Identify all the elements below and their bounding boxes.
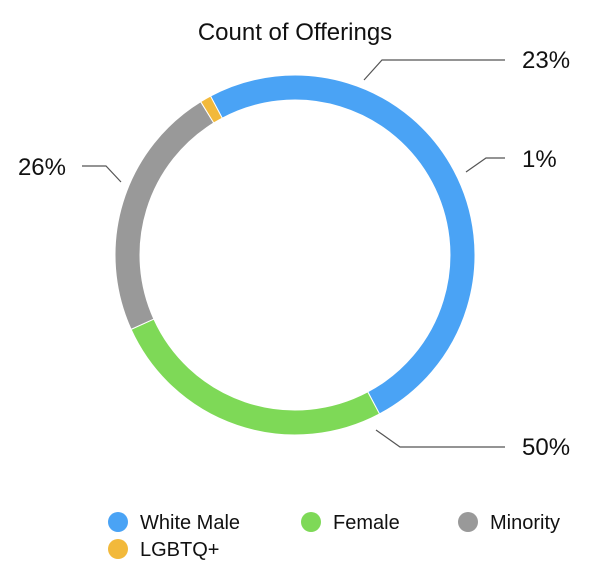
legend-swatch-female — [301, 512, 321, 532]
legend-label-white-male: White Male — [140, 512, 240, 534]
legend-swatch-lgbtqplus — [108, 539, 128, 559]
legend-item-white-male: White Male — [108, 512, 240, 534]
legend-item-lgbtqplus: LGBTQ+ — [108, 539, 219, 561]
chart-title: Count of Offerings — [198, 19, 392, 46]
legend-label-lgbtqplus: LGBTQ+ — [140, 539, 219, 561]
legend-swatch-white-male — [108, 512, 128, 532]
donut-slices — [114, 74, 476, 436]
slice-white-male — [209, 74, 476, 415]
legend-swatch-minority — [458, 512, 478, 532]
slice-female — [130, 318, 381, 436]
legend: White Male Female Minority LGBTQ+ — [108, 512, 560, 561]
legend-label-minority: Minority — [490, 512, 560, 534]
data-label-lgbtqplus: 1% — [522, 146, 557, 173]
legend-item-female: Female — [301, 512, 400, 534]
label-leader-lines — [82, 59, 505, 448]
percentage-labels: 50% 26% 23% 1% — [18, 47, 570, 461]
leader-line-lgbtqplus — [465, 157, 505, 173]
legend-label-female: Female — [333, 512, 400, 534]
data-label-female: 26% — [18, 154, 66, 181]
slice-minority — [114, 101, 215, 331]
leader-line-white-male — [375, 429, 505, 448]
data-label-white-male: 50% — [522, 434, 570, 461]
leader-line-minority — [363, 59, 505, 81]
data-label-minority: 23% — [522, 47, 570, 74]
leader-line-female — [82, 165, 122, 183]
slice-lgbtqplus — [199, 95, 223, 124]
legend-item-minority: Minority — [458, 512, 560, 534]
